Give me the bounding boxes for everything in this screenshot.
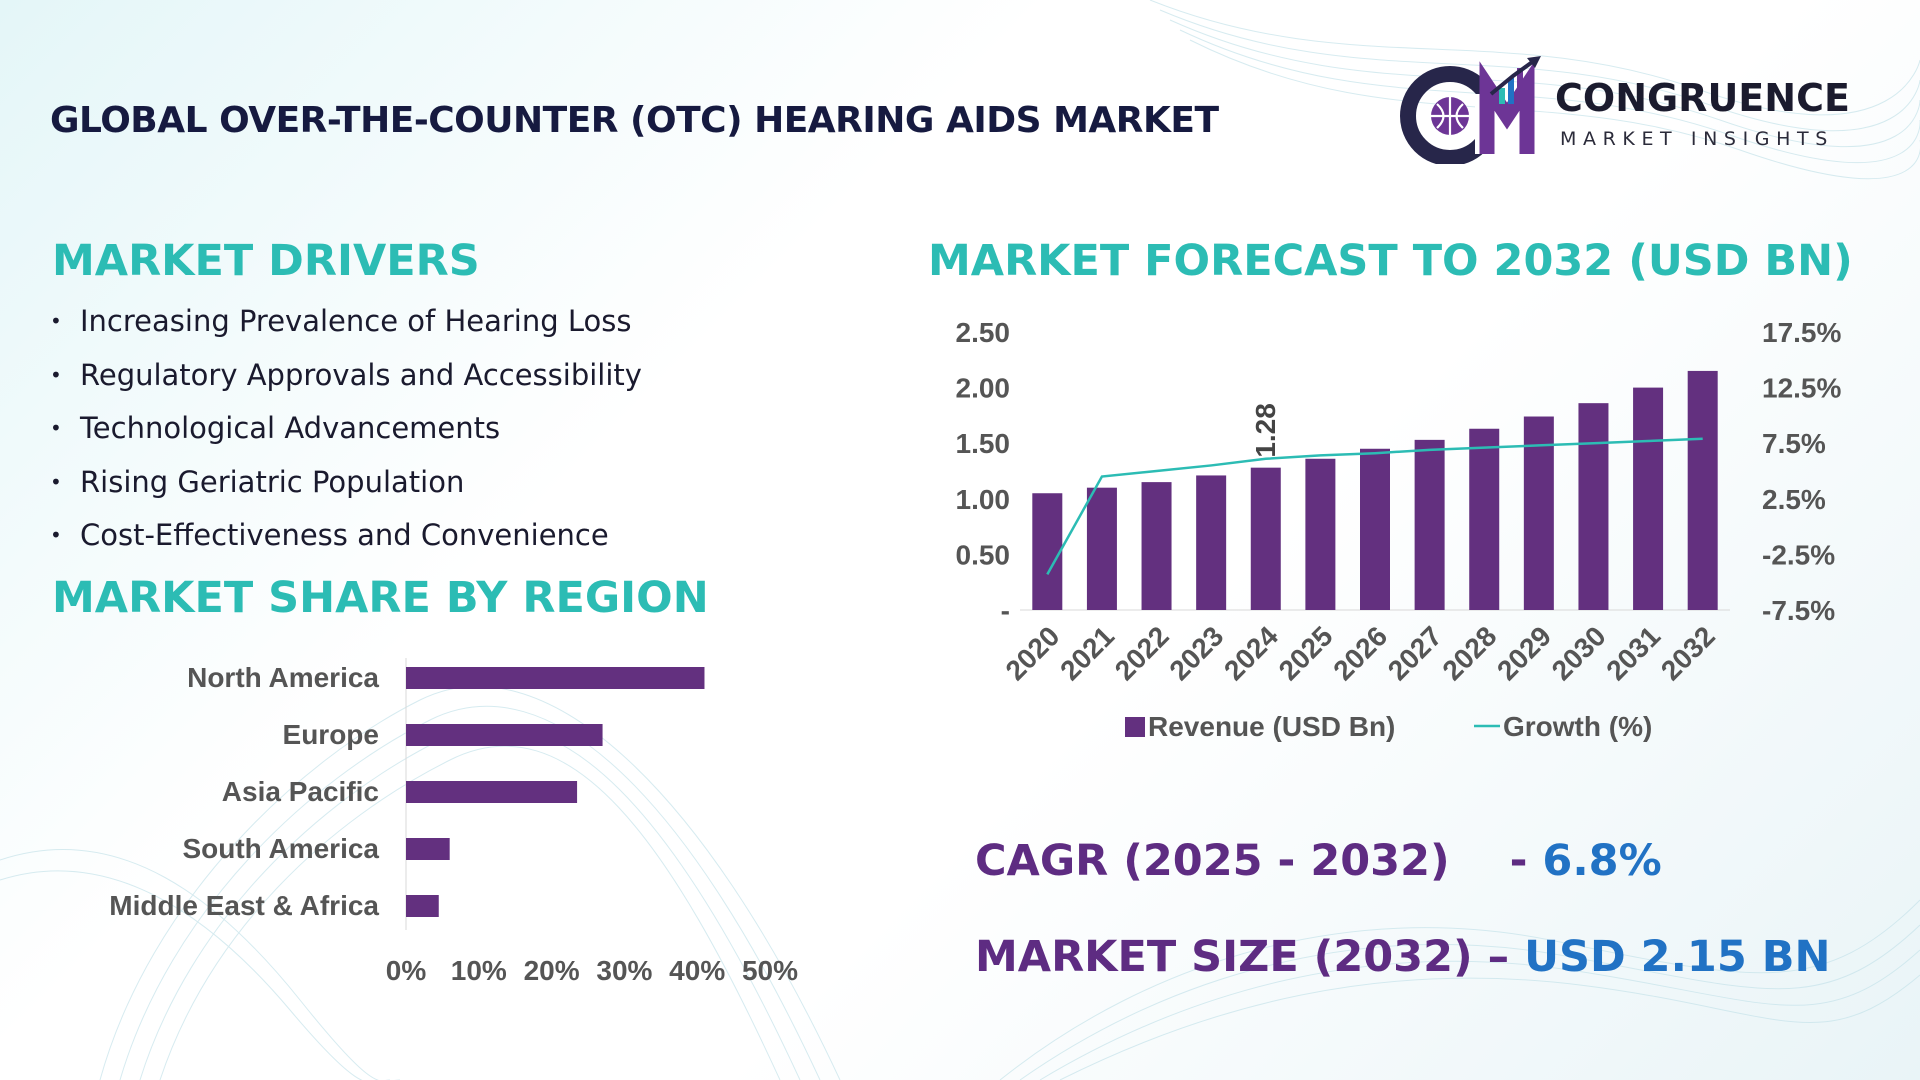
bullet-icon: •	[50, 309, 62, 333]
revenue-bar	[1250, 467, 1281, 610]
y-tick-label: 1.00	[956, 484, 1011, 515]
revenue-bar	[1469, 428, 1500, 610]
x-tick-label: 2024	[1218, 620, 1284, 686]
x-tick-label: 2025	[1273, 620, 1339, 686]
driver-item: • Increasing Prevalence of Hearing Loss	[50, 300, 642, 354]
region-bar	[406, 895, 439, 917]
company-logo	[1400, 56, 1541, 164]
legend-label-growth: Growth (%)	[1503, 711, 1652, 742]
category-label: Europe	[283, 719, 379, 750]
driver-text: Technological Advancements	[80, 411, 501, 445]
y-tick-label: 2.00	[956, 373, 1011, 404]
bullet-icon: •	[50, 523, 62, 547]
logo-tagline: MARKET INSIGHTS	[1560, 128, 1834, 150]
forecast-title: MARKET FORECAST TO 2032 (USD BN)	[928, 236, 1853, 286]
x-tick-label: 20%	[524, 955, 580, 986]
region-bar	[406, 724, 603, 746]
bullet-icon: •	[50, 469, 62, 494]
page-title: GLOBAL OVER-THE-COUNTER (OTC) HEARING AI…	[50, 100, 1219, 141]
y2-tick-label: 17.5%	[1762, 317, 1841, 348]
x-tick-label: 2023	[1163, 620, 1229, 686]
driver-item: • Technological Advancements	[50, 407, 642, 461]
x-tick-label: 0%	[386, 955, 427, 986]
y-tick-label: -	[1001, 595, 1010, 626]
market-size-value: USD 2.15 BN	[1524, 932, 1831, 982]
x-tick-label: 2029	[1491, 620, 1557, 686]
revenue-bar	[1578, 403, 1609, 610]
category-label: Middle East & Africa	[109, 890, 379, 921]
forecast-chart: - 0.50 1.00 1.50 2.00 2.50 -7.5% -2.5% 2.5% 7.5% 1…	[956, 317, 1842, 742]
driver-text: Regulatory Approvals and Accessibility	[80, 357, 642, 392]
category-label: South America	[182, 833, 379, 864]
cagr-value: 6.8%	[1542, 836, 1662, 886]
growth-line	[1046, 437, 1703, 576]
data-label: 1.28	[1250, 403, 1281, 458]
x-tick-label: 2027	[1382, 620, 1448, 686]
x-tick-label: 2030	[1546, 620, 1612, 686]
revenue-bar	[1687, 370, 1718, 610]
cagr-label: CAGR (2025 - 2032)	[975, 836, 1450, 886]
market-size-label: MARKET SIZE (2032)	[975, 932, 1473, 982]
driver-item: • Rising Geriatric Population	[50, 461, 642, 515]
logo-mark-icon	[1400, 56, 1541, 164]
cagr-stat: CAGR (2025 - 2032) - 6.8%	[975, 836, 1662, 886]
x-tick-label: 10%	[451, 955, 507, 986]
bullet-icon: •	[50, 416, 62, 440]
driver-item: • Regulatory Approvals and Accessibility	[50, 354, 642, 408]
driver-text: Increasing Prevalence of Hearing Loss	[80, 304, 632, 338]
category-label: North America	[187, 662, 379, 693]
y2-tick-label: 12.5%	[1762, 373, 1841, 404]
driver-text: Rising Geriatric Population	[80, 464, 465, 499]
legend-label-revenue: Revenue (USD Bn)	[1148, 711, 1395, 742]
bullet-icon: •	[50, 362, 62, 387]
revenue-bar	[1305, 458, 1336, 610]
y-tick-label: 1.50	[956, 428, 1011, 459]
region-bar	[406, 781, 578, 803]
y-tick-label: 2.50	[956, 317, 1011, 348]
y2-tick-label: -7.5%	[1762, 595, 1835, 626]
y2-tick-label: 7.5%	[1762, 428, 1826, 459]
revenue-bar	[1523, 416, 1554, 610]
y2-tick-label: -2.5%	[1762, 539, 1835, 570]
driver-item: • Cost-Effectiveness and Convenience	[50, 514, 642, 568]
x-tick-label: 40%	[669, 955, 725, 986]
x-tick-label: 2031	[1600, 620, 1666, 686]
category-label: Asia Pacific	[222, 776, 379, 807]
market-size-stat: MARKET SIZE (2032) – USD 2.15 BN	[975, 932, 1831, 982]
x-tick-label: 30%	[596, 955, 652, 986]
revenue-bar	[1032, 493, 1063, 610]
x-tick-label: 2032	[1655, 620, 1721, 686]
drivers-title: MARKET DRIVERS	[52, 236, 480, 286]
x-tick-label: 2022	[1109, 620, 1175, 686]
x-tick-label: 2026	[1327, 620, 1393, 686]
revenue-bar	[1360, 448, 1390, 610]
x-tick-label: 2021	[1054, 620, 1120, 686]
region-share-chart: North America Europe Asia Pacific South Ame…	[109, 658, 798, 986]
region-bar	[406, 838, 450, 860]
x-tick-label: 2020	[1000, 620, 1066, 686]
y-tick-label: 0.50	[956, 539, 1011, 570]
revenue-bar	[1141, 482, 1172, 610]
revenue-bar	[1196, 475, 1227, 610]
region-title: MARKET SHARE BY REGION	[52, 573, 709, 623]
x-tick-label: 50%	[742, 955, 798, 986]
y2-tick-label: 2.5%	[1762, 484, 1826, 515]
x-tick-label: 2028	[1437, 620, 1503, 686]
drivers-list: • Increasing Prevalence of Hearing Loss •…	[50, 300, 642, 568]
revenue-bar	[1414, 439, 1445, 610]
cagr-separator: -	[1509, 836, 1528, 886]
revenue-bar	[1086, 487, 1117, 610]
revenue-bar	[1633, 387, 1664, 610]
region-bar	[406, 667, 705, 689]
market-size-separator: –	[1487, 932, 1510, 982]
logo-name: CONGRUENCE	[1555, 76, 1850, 120]
driver-text: Cost-Effectiveness and Convenience	[80, 518, 609, 552]
legend-swatch-revenue	[1125, 717, 1145, 737]
